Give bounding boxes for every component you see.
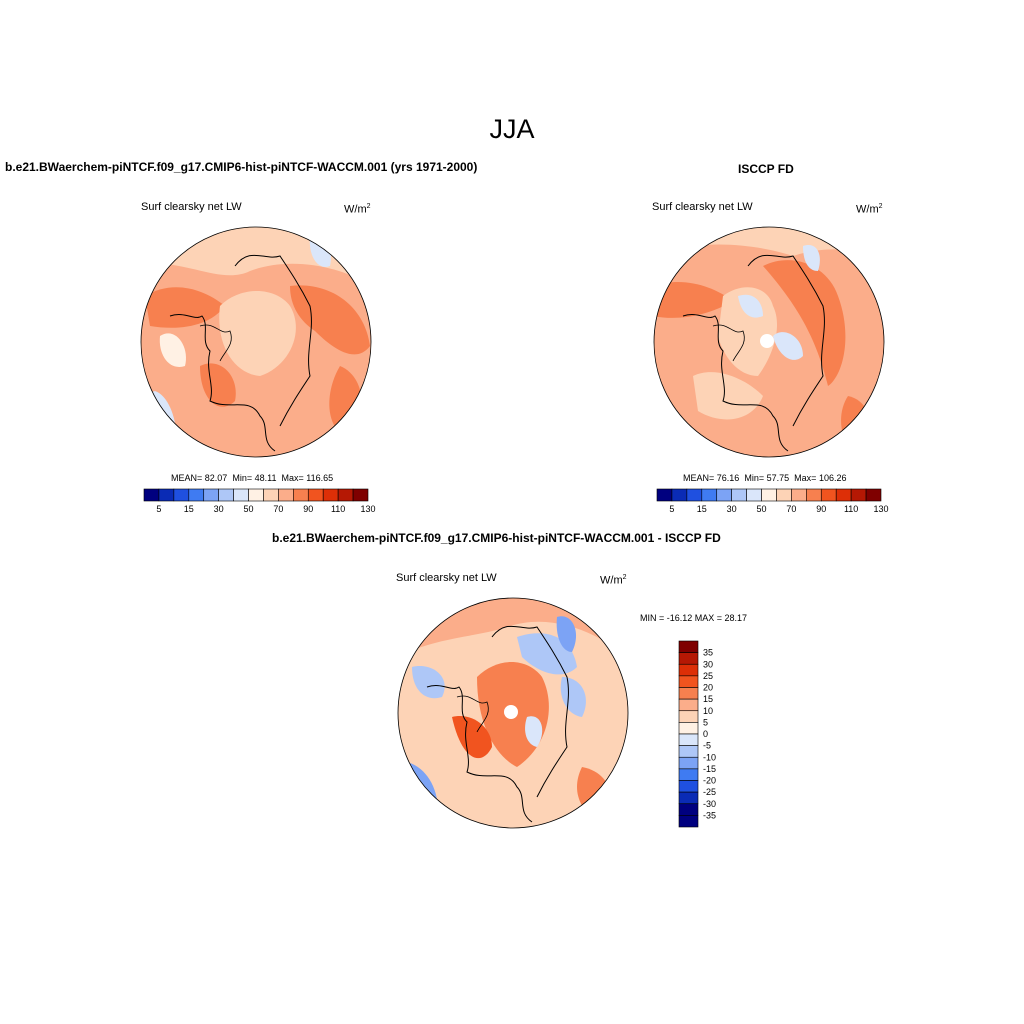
obs-colorbar-tick-label: 50: [757, 504, 767, 514]
model-colorbar: 5 15 30 50 70 90 110 130: [143, 488, 376, 514]
diff-colorbar-tick-label: 15: [703, 694, 713, 704]
diff-colorbar-box: [678, 803, 699, 816]
obs-colorbar-box: [761, 488, 777, 502]
diff-colorbar-tick-label: 0: [703, 729, 708, 739]
diff-colorbar-box: [678, 698, 699, 712]
diff-colorbar-tick-label: -10: [703, 752, 716, 762]
obs-panel-title: ISCCP FD: [738, 162, 794, 176]
obs-colorbar: 5 15 30 50 70 90 110 130: [656, 488, 889, 514]
model-stats: MEAN= 82.07 Min= 48.11 Max= 116.65: [171, 473, 334, 483]
obs-colorbar-box: [746, 488, 762, 502]
diff-variable-label: Surf clearsky net LW: [396, 572, 497, 584]
diff-colorbar-tick-label: 30: [703, 659, 713, 669]
model-colorbar-box: [337, 488, 354, 502]
model-colorbar-box: [293, 488, 309, 502]
diff-colorbar-box: [678, 733, 699, 746]
diff-colorbar-box: [678, 675, 699, 688]
diff-colorbar-box: [678, 722, 699, 735]
model-colorbar-tick-label: 5: [156, 504, 161, 514]
diff-colorbar-tick-label: 35: [703, 648, 713, 658]
diff-minmax: MIN = -16.12 MAX = 28.17: [640, 613, 748, 623]
obs-variable-label: Surf clearsky net LW: [652, 201, 753, 213]
model-colorbar-box: [188, 488, 205, 502]
diff-colorbar-tick-label: -5: [703, 741, 711, 751]
obs-colorbar-box: [671, 488, 688, 502]
diff-colorbar-tick-label: -15: [703, 764, 716, 774]
diff-colorbar-box: [678, 756, 699, 770]
obs-colorbar-box: [820, 488, 837, 502]
model-colorbar-box: [307, 488, 324, 502]
model-polar-map: [140, 226, 372, 458]
diff-colorbar-tick-label: 25: [703, 671, 713, 681]
obs-colorbar-box: [716, 488, 732, 502]
model-colorbar-box: [322, 488, 339, 502]
diff-colorbar-tick-label: 20: [703, 683, 713, 693]
obs-colorbar-box: [701, 488, 718, 502]
obs-colorbar-box: [731, 488, 747, 502]
diff-colorbar-box: [678, 687, 699, 700]
diff-colorbar-tick-label: -25: [703, 787, 716, 797]
diff-colorbar-tick-label: 10: [703, 706, 713, 716]
diff-units-label: W/m2: [600, 574, 627, 587]
diff-colorbar-box: [678, 791, 699, 805]
obs-colorbar-box: [850, 488, 867, 502]
obs-polar-map: [653, 226, 885, 458]
model-colorbar-box: [352, 488, 369, 502]
obs-colorbar-box: [806, 488, 822, 502]
diff-colorbar-box: [678, 745, 699, 758]
diff-colorbar-box: [678, 640, 699, 653]
model-colorbar-box: [173, 488, 190, 502]
model-colorbar-tick-label: 70: [273, 504, 283, 514]
model-colorbar-tick-label: 50: [244, 504, 254, 514]
diff-colorbar-tick-label: -35: [703, 810, 716, 820]
obs-colorbar-tick-label: 130: [873, 504, 888, 514]
model-colorbar-box: [203, 488, 219, 502]
model-colorbar-box: [263, 488, 279, 502]
diff-colorbar-tick-label: 5: [703, 717, 708, 727]
obs-colorbar-box: [791, 488, 807, 502]
obs-stats: MEAN= 76.16 Min= 57.75 Max= 106.26: [683, 473, 847, 483]
diff-colorbar-box: [678, 663, 699, 677]
diff-colorbar-box: [678, 780, 699, 793]
diff-colorbar-box: [678, 710, 699, 723]
diff-colorbar-box: [678, 815, 699, 828]
diff-polar-map: [397, 597, 629, 829]
model-units-label: W/m2: [344, 203, 371, 216]
season-title: JJA: [489, 114, 535, 144]
diff-colorbar-tick-label: -20: [703, 776, 716, 786]
model-panel-title: b.e21.BWaerchem-piNTCF.f09_g17.CMIP6-his…: [5, 160, 478, 174]
obs-colorbar-tick-label: 15: [697, 504, 707, 514]
obs-colorbar-box: [686, 488, 703, 502]
obs-colorbar-tick-label: 110: [844, 504, 858, 514]
diff-colorbar-tick-label: -30: [703, 799, 716, 809]
diff-colorbar-box: [678, 768, 699, 781]
model-colorbar-tick-label: 15: [184, 504, 194, 514]
obs-colorbar-tick-label: 30: [727, 504, 737, 514]
model-colorbar-box: [278, 488, 294, 502]
model-colorbar-tick-label: 30: [214, 504, 224, 514]
model-colorbar-tick-label: 90: [303, 504, 313, 514]
diff-colorbar-box: [678, 652, 699, 665]
model-variable-label: Surf clearsky net LW: [141, 201, 242, 213]
model-colorbar-box: [143, 488, 160, 502]
obs-colorbar-box: [776, 488, 792, 502]
obs-colorbar-tick-label: 90: [816, 504, 826, 514]
model-colorbar-box: [158, 488, 175, 502]
diff-panel-title: b.e21.BWaerchem-piNTCF.f09_g17.CMIP6-his…: [272, 531, 721, 545]
obs-colorbar-box: [656, 488, 673, 502]
obs-colorbar-box: [835, 488, 852, 502]
obs-colorbar-tick-label: 70: [786, 504, 796, 514]
model-colorbar-box: [248, 488, 264, 502]
model-colorbar-tick-label: 110: [331, 504, 345, 514]
model-colorbar-box: [218, 488, 234, 502]
obs-units-label: W/m2: [856, 203, 883, 216]
model-colorbar-box: [233, 488, 249, 502]
obs-colorbar-tick-label: 5: [669, 504, 674, 514]
model-colorbar-tick-label: 130: [360, 504, 375, 514]
obs-colorbar-box: [865, 488, 882, 502]
